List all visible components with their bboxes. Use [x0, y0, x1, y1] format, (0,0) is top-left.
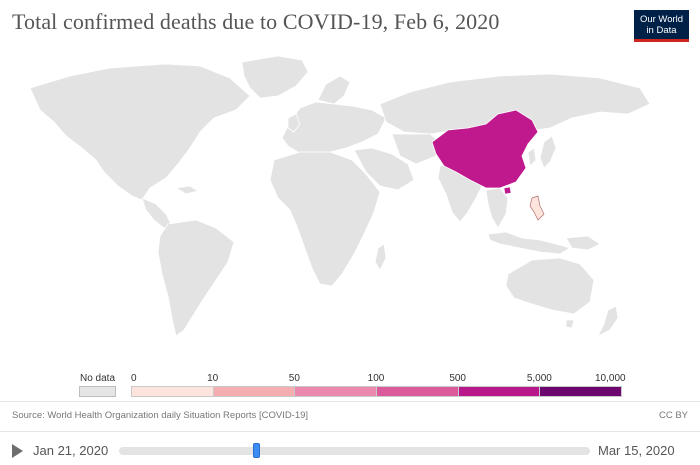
north-america[interactable] — [29, 63, 251, 201]
play-icon[interactable] — [12, 444, 23, 458]
timeline-handle[interactable] — [252, 443, 260, 458]
legend-tick-label: 0 — [131, 373, 137, 384]
africa[interactable] — [269, 151, 381, 287]
world-map — [29, 55, 651, 337]
legend-bin[interactable] — [376, 386, 459, 397]
owid-logo[interactable]: Our World in Data — [634, 10, 689, 42]
legend-bin[interactable] — [294, 386, 377, 397]
central-asia[interactable] — [391, 133, 441, 165]
no-data-label: No data — [80, 373, 116, 384]
australia[interactable] — [505, 257, 595, 315]
source-note[interactable]: Source: World Health Organization daily … — [12, 410, 309, 421]
legend-tick-label: 100 — [367, 373, 385, 384]
timeline-track[interactable] — [119, 447, 590, 455]
legend-bin[interactable] — [131, 386, 214, 397]
logo-line-1: Our World — [639, 14, 684, 25]
license-link[interactable]: CC BY — [658, 410, 688, 421]
no-data-swatch — [79, 386, 116, 397]
greenland[interactable] — [241, 55, 309, 99]
legend-tick-label: 5,000 — [526, 373, 552, 384]
legend-tick-label: 50 — [288, 373, 300, 384]
chart-title: Total confirmed deaths due to COVID-19, … — [12, 9, 500, 34]
timeline-start-date: Jan 21, 2020 — [33, 443, 109, 458]
china[interactable] — [431, 109, 539, 189]
legend-bin[interactable] — [457, 386, 541, 397]
southeast-asia[interactable] — [485, 187, 509, 229]
timeline-divider — [0, 431, 700, 432]
new-guinea[interactable] — [565, 235, 601, 251]
legend-bin[interactable] — [212, 386, 296, 397]
hainan[interactable] — [503, 186, 512, 195]
legend-tick-label: 10 — [207, 373, 219, 384]
central-america[interactable] — [141, 197, 173, 229]
legend-tick-label: 10,000 — [594, 373, 626, 384]
philippines[interactable] — [529, 195, 545, 221]
legend-tick-label: 500 — [449, 373, 466, 384]
new-zealand[interactable] — [597, 305, 619, 337]
footer-divider — [0, 401, 700, 402]
south-america[interactable] — [157, 219, 235, 337]
madagascar[interactable] — [374, 243, 387, 271]
japan[interactable] — [539, 135, 557, 169]
middle-east[interactable] — [353, 147, 415, 191]
logo-line-2: in Data — [646, 25, 677, 36]
uk-ireland[interactable] — [287, 113, 301, 133]
indonesia[interactable] — [487, 231, 571, 255]
scandinavia[interactable] — [317, 75, 351, 105]
korea[interactable] — [527, 147, 537, 167]
legend: No data 0 10 50 100 500 5,000 10,000 — [0, 368, 700, 398]
legend-bin[interactable] — [539, 386, 622, 397]
caribbean[interactable] — [175, 185, 199, 195]
timeline-end-date: Mar 15, 2020 — [598, 443, 675, 458]
tasmania[interactable] — [565, 319, 575, 329]
